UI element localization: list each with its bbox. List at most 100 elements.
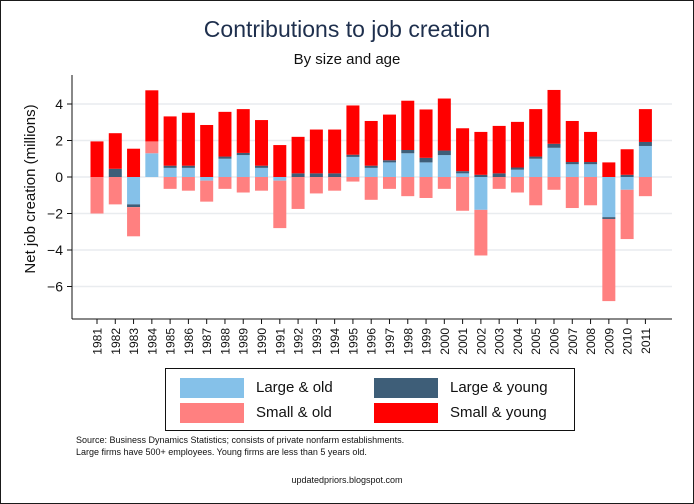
bar-small-old-1986 <box>181 177 195 191</box>
bar-small-young-1996 <box>364 120 378 166</box>
bar-small-young-2000 <box>437 98 451 151</box>
y-tick-label: 2 <box>55 133 63 149</box>
bar-large-old-1999 <box>419 162 433 177</box>
bar-large-old-2005 <box>529 158 543 177</box>
bar-small-young-1994 <box>328 129 342 174</box>
legend-swatch-small-old <box>180 403 244 423</box>
bar-large-young-1996 <box>364 165 378 168</box>
legend-swatch-large-young <box>374 378 438 398</box>
x-tick-label: 1991 <box>273 328 287 355</box>
bar-small-young-1989 <box>236 109 250 153</box>
bar-large-young-1998 <box>401 149 415 154</box>
x-tick-label: 2001 <box>456 328 470 355</box>
bar-small-old-1981 <box>90 177 104 214</box>
bar-small-young-2010 <box>620 149 634 175</box>
bar-large-old-1983 <box>127 177 141 205</box>
bar-large-old-1987 <box>200 177 214 181</box>
bar-large-old-1998 <box>401 153 415 177</box>
legend-label-small-young: Small & young <box>450 404 547 421</box>
x-tick-label: 1990 <box>255 328 269 355</box>
credit-url: updatedpriors.blogspot.com <box>291 475 403 485</box>
x-tick-label: 2002 <box>474 328 488 355</box>
bar-small-old-1984 <box>145 141 159 154</box>
bar-small-old-2007 <box>565 177 579 209</box>
bar-small-old-1997 <box>382 177 396 189</box>
bar-small-old-1985 <box>163 177 177 189</box>
x-tick-label: 2009 <box>602 328 616 355</box>
bar-small-young-1993 <box>309 129 323 174</box>
bar-large-young-2003 <box>492 173 506 177</box>
bar-small-young-1982 <box>108 133 122 169</box>
x-tick-label: 1988 <box>218 328 232 355</box>
bar-large-old-1990 <box>255 167 269 178</box>
bar-large-old-1986 <box>181 167 195 178</box>
x-tick-label: 2005 <box>529 328 543 355</box>
bar-small-old-2011 <box>638 177 652 197</box>
y-axis-label: Net job creation (millions) <box>22 104 39 273</box>
bar-large-young-2001 <box>456 171 470 174</box>
x-tick-label: 1981 <box>91 328 105 355</box>
bar-small-old-2004 <box>510 177 524 193</box>
x-tick-label: 1987 <box>200 328 214 355</box>
bar-small-old-2003 <box>492 177 506 189</box>
bar-small-young-1987 <box>200 124 214 177</box>
bar-large-young-1988 <box>218 156 232 159</box>
y-tick-label: 4 <box>55 96 63 112</box>
bar-large-old-1995 <box>346 156 360 177</box>
x-tick-label: 2010 <box>621 328 635 355</box>
bar-large-young-2006 <box>547 143 561 148</box>
bar-small-young-2011 <box>638 109 652 142</box>
x-tick-label: 2004 <box>511 328 525 355</box>
bar-small-young-2009 <box>602 162 616 177</box>
bar-small-young-1997 <box>382 114 396 161</box>
bar-small-young-2008 <box>584 131 598 163</box>
x-tick-label: 1993 <box>310 328 324 355</box>
x-tick-label: 1983 <box>127 328 141 355</box>
legend-label-large-old: Large & old <box>256 379 333 396</box>
bar-large-young-2009 <box>602 217 616 219</box>
bar-small-young-2003 <box>492 125 506 174</box>
legend-label-large-young: Large & young <box>450 379 548 396</box>
bar-small-old-1998 <box>401 177 415 197</box>
bar-small-young-2001 <box>456 128 470 172</box>
bar-large-young-1993 <box>309 173 323 177</box>
axes: 4 2 0 −2 −4 −6 1981 1982 1983 1984 1985 1986 1987 198… <box>47 75 672 355</box>
bar-small-old-1988 <box>218 177 232 189</box>
bar-large-young-1985 <box>163 165 177 168</box>
bar-large-young-1992 <box>291 173 305 177</box>
x-tick-label: 1989 <box>237 328 251 355</box>
bar-small-young-2005 <box>529 109 543 157</box>
bar-small-old-1992 <box>291 177 305 209</box>
bar-small-young-1992 <box>291 136 305 174</box>
bar-large-old-1996 <box>364 167 378 178</box>
x-tick-label: 1994 <box>328 328 342 355</box>
legend-swatch-small-young <box>374 403 438 423</box>
bar-small-old-2010 <box>620 189 634 240</box>
bar-small-young-1984 <box>145 90 159 142</box>
bar-large-young-1983 <box>127 204 141 208</box>
bar-large-young-2002 <box>474 174 488 177</box>
x-tick-label: 2008 <box>584 328 598 355</box>
bar-large-young-1994 <box>328 173 342 177</box>
bar-large-young-1982 <box>108 168 122 177</box>
bar-small-old-1990 <box>255 177 269 191</box>
bar-large-old-1988 <box>218 158 232 177</box>
bars <box>90 89 652 302</box>
bar-large-old-2010 <box>620 177 634 190</box>
bar-large-young-2010 <box>620 174 634 177</box>
bar-small-old-2009 <box>602 218 616 302</box>
bar-small-old-1983 <box>127 207 141 237</box>
x-tick-label: 1996 <box>365 328 379 355</box>
y-tick-label: −2 <box>47 206 63 222</box>
chart-subtitle: By size and age <box>293 51 401 68</box>
x-tick-label: 1992 <box>292 328 306 355</box>
source-note-line-1: Source: Business Dynamics Statistics; co… <box>76 435 405 445</box>
bar-small-old-1993 <box>309 177 323 194</box>
x-tick-label: 1982 <box>109 328 123 355</box>
x-tick-label: 2011 <box>639 328 653 354</box>
x-tick-label: 1997 <box>383 328 397 355</box>
bar-large-old-2001 <box>456 173 470 177</box>
bar-large-young-2008 <box>584 162 598 165</box>
bar-large-old-2004 <box>510 169 524 177</box>
bar-large-old-1997 <box>382 162 396 177</box>
